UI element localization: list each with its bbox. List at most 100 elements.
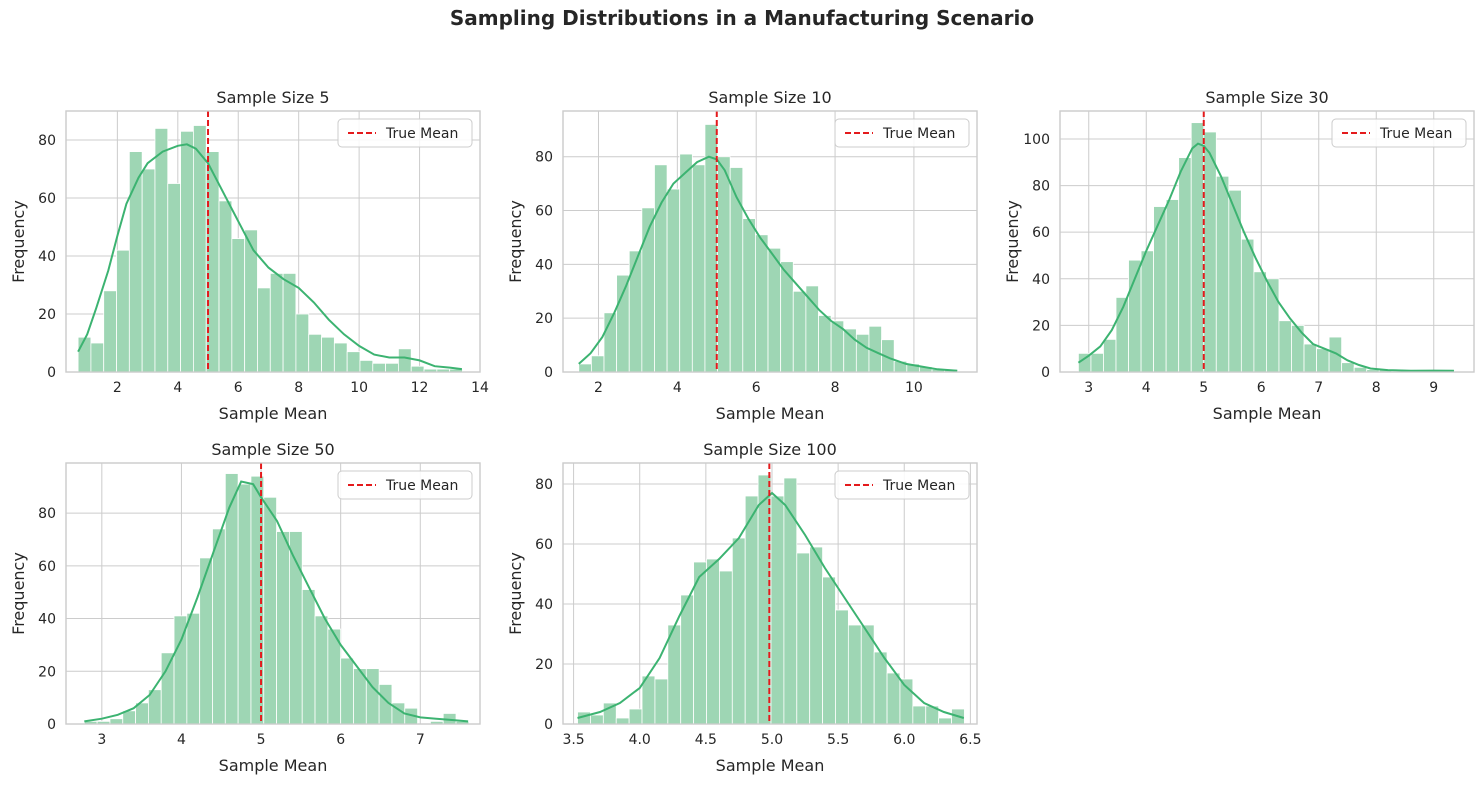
histogram-bar bbox=[805, 285, 819, 373]
histogram-bar bbox=[321, 336, 335, 373]
y-tick-label: 60 bbox=[38, 559, 56, 575]
x-tick-label: 7 bbox=[416, 732, 425, 748]
panel-title: Sample Size 5 bbox=[216, 88, 329, 107]
histogram-bar bbox=[1240, 238, 1255, 373]
kde-curve bbox=[77, 143, 463, 371]
histogram-bar bbox=[77, 336, 92, 373]
kde-curve bbox=[1077, 142, 1454, 372]
histogram-bar bbox=[744, 495, 759, 725]
x-tick-label: 2 bbox=[113, 380, 122, 396]
histogram-bar bbox=[1278, 320, 1292, 373]
histogram-bar bbox=[742, 218, 756, 373]
legend-label: True Mean bbox=[385, 478, 458, 494]
figure-title: Sampling Distributions in a Manufacturin… bbox=[449, 6, 1035, 30]
chart-panel-size-5: 2 4 6 8 10 12 14 0 20 40 60 80 Sample Mean Frequency S… bbox=[9, 88, 489, 423]
y-tick-label: 0 bbox=[544, 365, 553, 381]
histogram-bar bbox=[346, 351, 361, 373]
histogram-bar bbox=[855, 333, 870, 373]
legend-label: True Mean bbox=[882, 126, 955, 142]
histogram-bar bbox=[1316, 348, 1330, 373]
y-tick-label: 40 bbox=[38, 612, 56, 628]
histogram-bar bbox=[767, 247, 782, 373]
histogram-bar bbox=[308, 333, 322, 373]
histogram-bar bbox=[590, 355, 605, 373]
histogram-bar bbox=[680, 594, 695, 725]
histogram-bar bbox=[410, 365, 425, 373]
x-tick-label: 2 bbox=[594, 380, 603, 396]
legend bbox=[337, 118, 473, 148]
x-tick-label: 5.5 bbox=[827, 732, 849, 748]
histogram-bar bbox=[295, 313, 310, 373]
histogram-bar bbox=[1215, 175, 1230, 373]
y-tick-label: 40 bbox=[38, 249, 56, 265]
legend bbox=[1331, 118, 1467, 148]
histogram-bar bbox=[269, 272, 284, 373]
x-axis-label: Sample Mean bbox=[219, 404, 328, 423]
histogram-bar bbox=[372, 362, 386, 373]
y-tick-label: 0 bbox=[47, 717, 56, 733]
histogram-bar bbox=[1253, 271, 1267, 373]
histogram-bar bbox=[231, 238, 246, 373]
histogram-bar bbox=[847, 624, 862, 725]
x-tick-label: 4 bbox=[1142, 380, 1151, 396]
x-tick-label: 8 bbox=[831, 380, 840, 396]
chart-panel-size-30: 3 4 5 6 7 8 9 0 20 40 60 80 100 Sample Mean Frequency S… bbox=[1003, 88, 1475, 423]
histogram-bar bbox=[1341, 362, 1355, 373]
histogram-bar bbox=[719, 570, 733, 725]
histogram-bar bbox=[654, 678, 669, 725]
histogram-bar bbox=[1228, 189, 1242, 373]
histogram-bar bbox=[301, 589, 316, 725]
histogram-bar bbox=[1203, 131, 1217, 373]
histogram-bar bbox=[628, 708, 643, 725]
x-tick-label: 5 bbox=[1199, 380, 1208, 396]
histogram-bar bbox=[282, 272, 297, 373]
x-tick-label: 6 bbox=[336, 732, 345, 748]
histogram-bar bbox=[193, 125, 207, 373]
histogram-bar bbox=[770, 495, 785, 725]
x-tick-label: 9 bbox=[1429, 380, 1438, 396]
y-tick-label: 80 bbox=[535, 150, 553, 166]
y-tick-label: 60 bbox=[535, 537, 553, 553]
x-tick-label: 4 bbox=[177, 732, 186, 748]
y-tick-label: 0 bbox=[47, 365, 56, 381]
histogram-bar bbox=[1353, 366, 1368, 373]
histogram-bar bbox=[359, 359, 374, 373]
histogram-bar bbox=[796, 552, 811, 725]
y-tick-label: 40 bbox=[1032, 272, 1050, 288]
plot-frame bbox=[1059, 110, 1475, 373]
histogram-bar bbox=[809, 546, 823, 725]
histogram-bar bbox=[116, 249, 130, 373]
y-tick-label: 20 bbox=[38, 664, 56, 680]
x-tick-label: 10 bbox=[905, 380, 923, 396]
y-tick-label: 80 bbox=[1032, 179, 1050, 195]
x-tick-label: 3 bbox=[1084, 380, 1093, 396]
histogram-bar bbox=[578, 363, 592, 373]
histogram-bar bbox=[667, 624, 682, 725]
y-axis-label: Frequency bbox=[9, 200, 28, 283]
x-axis-label: Sample Mean bbox=[1213, 404, 1322, 423]
panel-title: Sample Size 10 bbox=[708, 88, 831, 107]
histogram-bar bbox=[666, 188, 681, 373]
histogram-bar bbox=[1165, 199, 1180, 373]
x-tick-label: 6 bbox=[234, 380, 243, 396]
legend-label: True Mean bbox=[385, 126, 458, 142]
x-tick-label: 6 bbox=[1257, 380, 1266, 396]
histogram-bar bbox=[160, 652, 175, 725]
y-tick-label: 0 bbox=[1041, 365, 1050, 381]
y-tick-label: 100 bbox=[1023, 132, 1050, 148]
histogram-bar bbox=[590, 714, 604, 725]
x-tick-label: 8 bbox=[294, 380, 303, 396]
histogram-bar bbox=[783, 477, 798, 725]
kde-curve bbox=[578, 155, 958, 372]
histogram-bar bbox=[141, 168, 156, 373]
histogram-bar bbox=[257, 287, 271, 373]
histogram-bar bbox=[365, 668, 380, 725]
histogram-bar bbox=[154, 127, 169, 373]
y-tick-label: 20 bbox=[1032, 318, 1050, 334]
histogram-bar bbox=[704, 124, 718, 373]
histogram-bar bbox=[398, 348, 412, 373]
histogram-bar bbox=[873, 651, 888, 725]
histogram-bar bbox=[616, 274, 630, 373]
histogram-bar bbox=[314, 615, 329, 725]
